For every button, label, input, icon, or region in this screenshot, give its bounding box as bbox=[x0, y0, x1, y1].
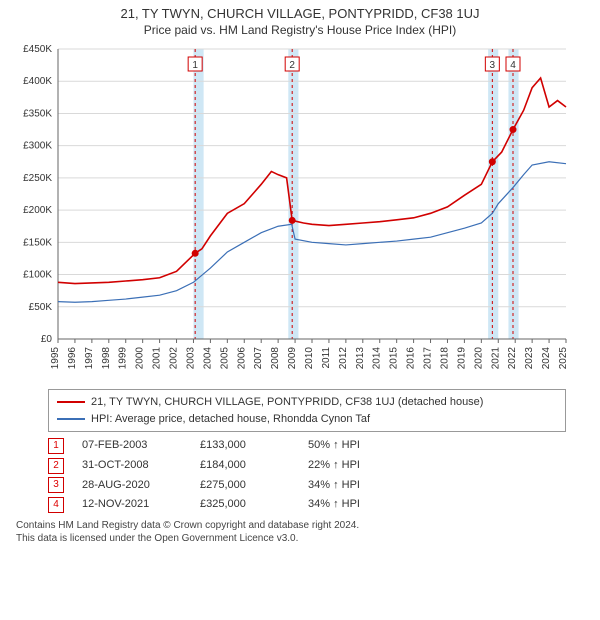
sale-delta: 34% ↑ HPI bbox=[308, 476, 428, 496]
legend-label: HPI: Average price, detached house, Rhon… bbox=[91, 411, 370, 428]
svg-text:2001: 2001 bbox=[152, 347, 163, 370]
svg-text:2004: 2004 bbox=[202, 347, 213, 370]
legend-row: HPI: Average price, detached house, Rhon… bbox=[57, 411, 557, 428]
svg-text:1: 1 bbox=[192, 60, 198, 71]
legend-label: 21, TY TWYN, CHURCH VILLAGE, PONTYPRIDD,… bbox=[91, 394, 483, 411]
svg-text:1997: 1997 bbox=[84, 347, 95, 370]
svg-text:2024: 2024 bbox=[541, 347, 552, 370]
chart-subtitle: Price paid vs. HM Land Registry's House … bbox=[10, 23, 590, 37]
svg-text:£200K: £200K bbox=[23, 205, 52, 216]
svg-text:2006: 2006 bbox=[236, 347, 247, 370]
svg-text:£100K: £100K bbox=[23, 270, 52, 281]
svg-text:2018: 2018 bbox=[439, 347, 450, 370]
svg-text:2025: 2025 bbox=[558, 347, 569, 370]
table-row: 3 28-AUG-2020 £275,000 34% ↑ HPI bbox=[48, 476, 590, 496]
svg-text:3: 3 bbox=[490, 60, 496, 71]
sale-delta: 22% ↑ HPI bbox=[308, 456, 428, 476]
svg-text:1998: 1998 bbox=[101, 347, 112, 370]
sale-marker-icon: 2 bbox=[48, 458, 64, 474]
sale-delta: 34% ↑ HPI bbox=[308, 495, 428, 515]
table-row: 4 12-NOV-2021 £325,000 34% ↑ HPI bbox=[48, 495, 590, 515]
svg-text:2007: 2007 bbox=[253, 347, 264, 370]
sale-marker-icon: 3 bbox=[48, 477, 64, 493]
svg-text:2008: 2008 bbox=[270, 347, 281, 370]
sale-date: 28-AUG-2020 bbox=[82, 476, 182, 496]
sale-delta: 50% ↑ HPI bbox=[308, 436, 428, 456]
svg-text:2022: 2022 bbox=[507, 347, 518, 370]
footnote-line: This data is licensed under the Open Gov… bbox=[16, 532, 590, 545]
sale-price: £275,000 bbox=[200, 476, 290, 496]
svg-text:2011: 2011 bbox=[321, 347, 332, 369]
sale-price: £133,000 bbox=[200, 436, 290, 456]
svg-text:2002: 2002 bbox=[169, 347, 180, 370]
chart-area: £0 £50K £100K £150K £200K £250K £300K £350K £400… bbox=[10, 43, 590, 383]
footnote: Contains HM Land Registry data © Crown c… bbox=[16, 519, 590, 545]
svg-text:2017: 2017 bbox=[423, 347, 434, 370]
svg-text:£50K: £50K bbox=[29, 302, 53, 313]
chart-title: 21, TY TWYN, CHURCH VILLAGE, PONTYPRIDD,… bbox=[10, 6, 590, 21]
svg-text:£250K: £250K bbox=[23, 173, 52, 184]
svg-text:2003: 2003 bbox=[185, 347, 196, 370]
svg-text:4: 4 bbox=[510, 60, 516, 71]
svg-text:£450K: £450K bbox=[23, 44, 52, 55]
sale-date: 07-FEB-2003 bbox=[82, 436, 182, 456]
sales-table: 1 07-FEB-2003 £133,000 50% ↑ HPI 2 31-OC… bbox=[48, 436, 590, 515]
svg-text:2009: 2009 bbox=[287, 347, 298, 370]
svg-text:£400K: £400K bbox=[23, 76, 52, 87]
svg-text:2013: 2013 bbox=[355, 347, 366, 370]
svg-text:£0: £0 bbox=[41, 334, 53, 345]
svg-text:1996: 1996 bbox=[67, 347, 78, 370]
svg-text:1995: 1995 bbox=[50, 347, 61, 370]
sale-marker-icon: 4 bbox=[48, 497, 64, 513]
svg-text:2014: 2014 bbox=[372, 347, 383, 370]
price-chart: £0 £50K £100K £150K £200K £250K £300K £350K £400… bbox=[10, 43, 570, 383]
sale-marker-icon: 1 bbox=[48, 438, 64, 454]
svg-text:1999: 1999 bbox=[118, 347, 129, 370]
sale-price: £184,000 bbox=[200, 456, 290, 476]
svg-text:2020: 2020 bbox=[473, 347, 484, 370]
legend-box: 21, TY TWYN, CHURCH VILLAGE, PONTYPRIDD,… bbox=[48, 389, 566, 432]
legend-row: 21, TY TWYN, CHURCH VILLAGE, PONTYPRIDD,… bbox=[57, 394, 557, 411]
svg-text:£150K: £150K bbox=[23, 237, 52, 248]
footnote-line: Contains HM Land Registry data © Crown c… bbox=[16, 519, 590, 532]
svg-text:£300K: £300K bbox=[23, 141, 52, 152]
svg-text:2010: 2010 bbox=[304, 347, 315, 370]
svg-text:2016: 2016 bbox=[406, 347, 417, 370]
svg-text:2019: 2019 bbox=[456, 347, 467, 370]
svg-text:2015: 2015 bbox=[389, 347, 400, 370]
legend-swatch-blue bbox=[57, 418, 85, 420]
sale-date: 31-OCT-2008 bbox=[82, 456, 182, 476]
svg-text:2021: 2021 bbox=[490, 347, 501, 370]
svg-text:£350K: £350K bbox=[23, 108, 52, 119]
sale-price: £325,000 bbox=[200, 495, 290, 515]
table-row: 2 31-OCT-2008 £184,000 22% ↑ HPI bbox=[48, 456, 590, 476]
svg-text:2005: 2005 bbox=[219, 347, 230, 370]
table-row: 1 07-FEB-2003 £133,000 50% ↑ HPI bbox=[48, 436, 590, 456]
sale-date: 12-NOV-2021 bbox=[82, 495, 182, 515]
svg-text:2000: 2000 bbox=[135, 347, 146, 370]
svg-text:2012: 2012 bbox=[338, 347, 349, 370]
svg-text:2023: 2023 bbox=[524, 347, 535, 370]
svg-text:2: 2 bbox=[289, 60, 295, 71]
legend-swatch-red bbox=[57, 401, 85, 403]
